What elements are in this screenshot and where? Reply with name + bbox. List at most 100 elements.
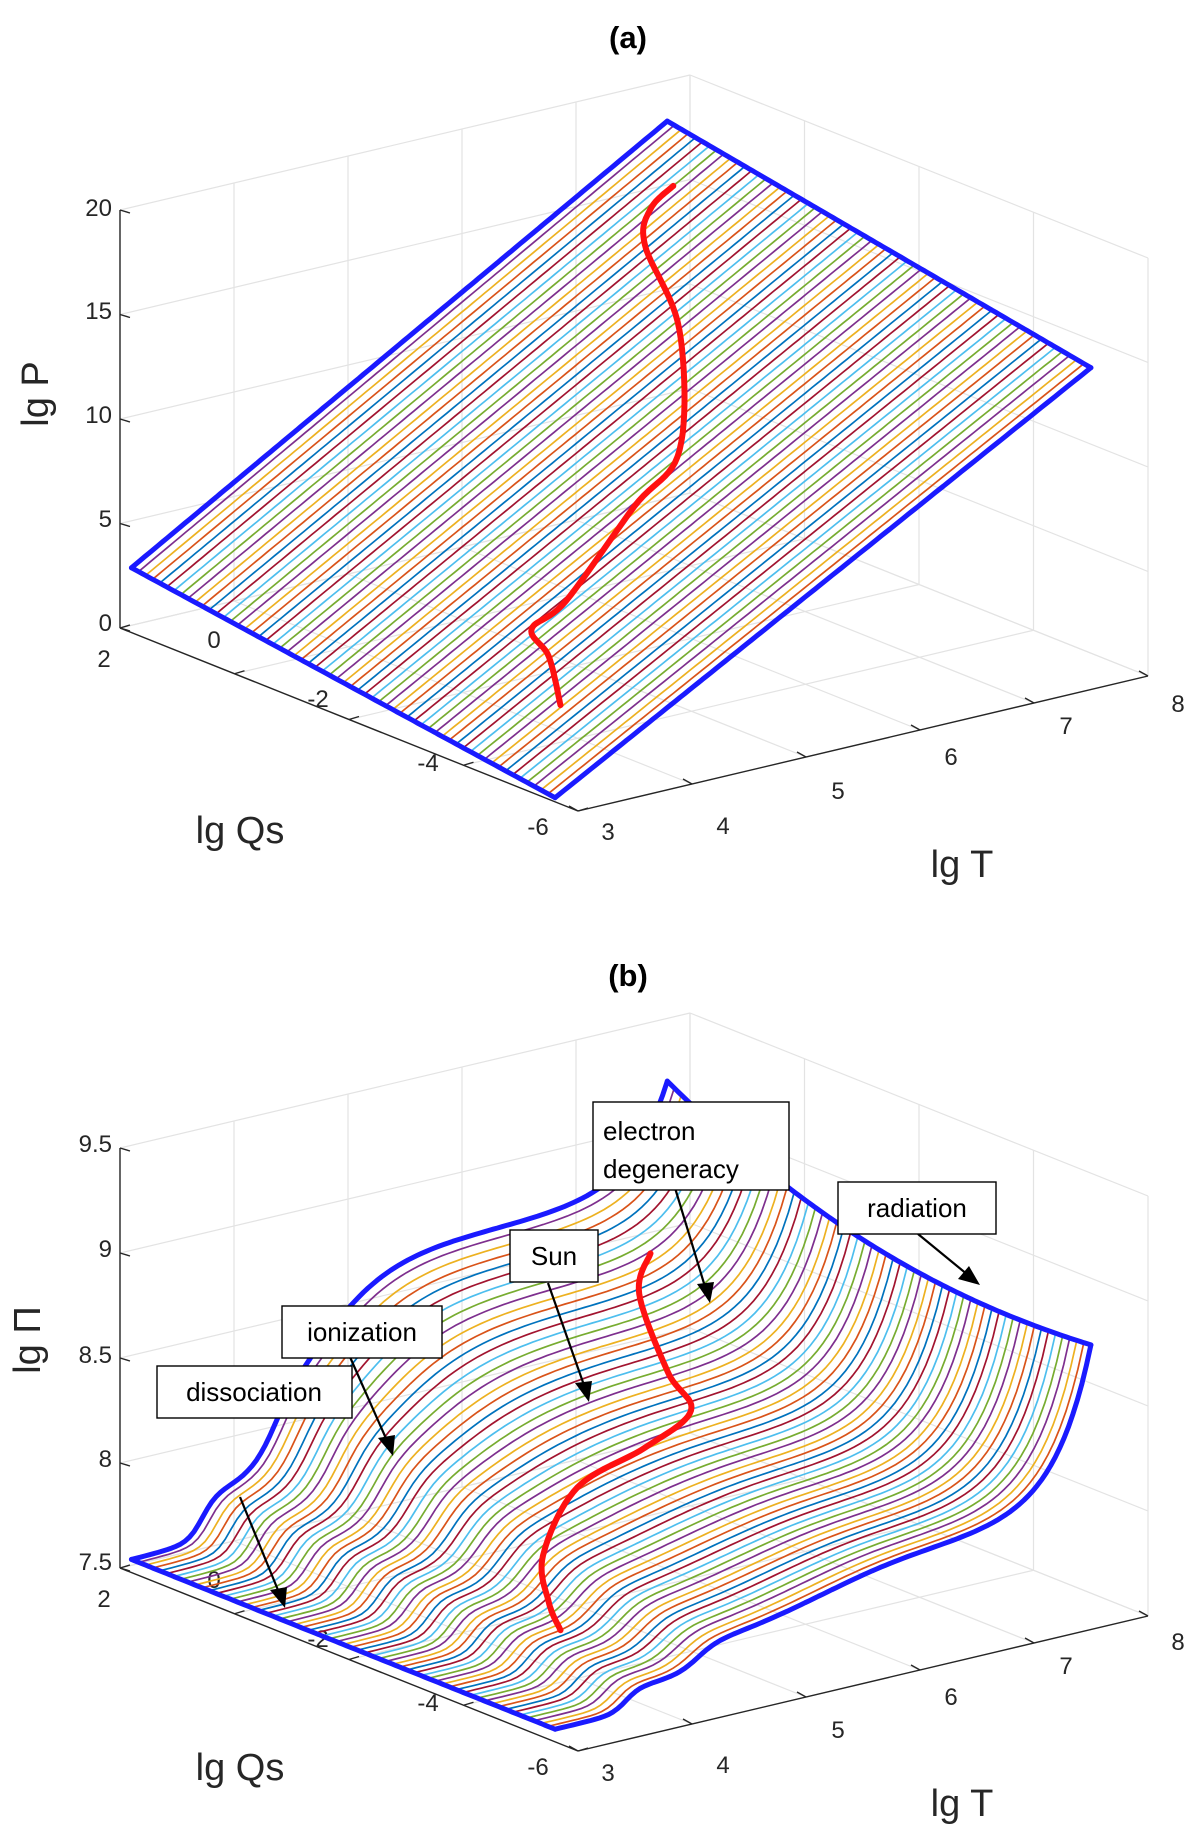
a-surface-line-50 [201,161,739,607]
b-surface-line-16 [441,1301,979,1685]
a-t-tick-0 [568,805,579,812]
b-grid-floor-q-12 [463,1569,1034,1706]
b-xaxis-label: lg T [931,1783,994,1825]
ionization-arrow [348,1356,390,1444]
b-yaxis-label: lg Qs [196,1747,285,1789]
b-surface-line-43 [251,1186,789,1609]
a-surface-line-33 [321,231,859,672]
a-t-tick-3 [910,724,921,731]
a-surface-line-45 [236,182,774,626]
a-surface-line-12 [469,317,1007,753]
b-edge-qsmin [552,1342,1094,1732]
a-surface-line-56 [159,136,697,584]
a-grid-back-h-3 [119,178,691,316]
a-grid-floor-q-13 [348,583,920,721]
a-ztick-label-4: 20 [85,195,112,222]
sun-label: Sun [531,1241,577,1271]
b-grid-floor-q-15 [119,1432,691,1569]
a-ytick-label-3: 0 [207,627,220,654]
a-qs-tick-0 [577,807,589,812]
a-surface-line-8 [498,334,1035,768]
dissociation-label: dissociation [186,1377,322,1407]
ionization-label: ionization [307,1317,417,1347]
a-surface-line-28 [356,251,894,692]
b-surface-line-27 [364,1262,902,1654]
b-surface-line-6 [512,1330,1050,1714]
a-surface-line-37 [293,214,831,657]
a-surface-line-10 [483,325,1021,761]
a-surface-line-46 [229,178,767,623]
b-surface-line-33 [321,1236,859,1637]
a-grid-side-h-2 [689,283,1149,468]
b-ytick-label-1: -4 [417,1690,438,1717]
a-t-tick-5 [1138,670,1149,677]
a-xtick-label-4: 7 [1059,713,1072,740]
a-edge-tmax [664,118,1094,371]
b-surface-line-11 [477,1317,1015,1699]
a-surface-line-16 [441,301,979,738]
b-xtick-label-5: 8 [1171,1629,1184,1656]
b-ztick-label-2: 8.5 [79,1342,112,1369]
a-ytick-label-1: -4 [417,750,438,777]
b-xtick-label-0: 3 [601,1760,614,1787]
panel-a: (a) 0 5 10 15 20 -6 -4 -2 0 2 3 4 5 6 7 … [15,20,1185,886]
a-ztick-label-0: 0 [99,610,112,637]
panel-b-tick-marks [119,1147,1149,1752]
b-surface-line-34 [314,1231,852,1634]
b-xtick-label-4: 7 [1059,1653,1072,1680]
a-z-tick-0 [119,627,131,632]
a-grid-side-h-4 [689,74,1149,259]
a-z-tick-3 [119,313,131,319]
b-surface-line-32 [328,1240,866,1640]
a-surface-line-1 [547,362,1085,795]
a-surface-line-7 [505,338,1043,772]
electron-degeneracy-arrow [670,1177,708,1291]
b-t-tick-1 [682,1718,693,1725]
a-ztick-label-3: 15 [85,298,112,325]
dissociation-box [156,1365,353,1419]
b-surface-line-23 [392,1277,930,1666]
b-surface-line-39 [279,1207,817,1620]
a-surface-line-20 [413,284,951,722]
a-xtick-label-1: 4 [716,813,729,840]
radiation-box [837,1181,997,1235]
a-grid-floor-q-12 [463,629,1034,766]
a-surface-line-52 [187,153,725,600]
b-surface-line-10 [484,1319,1022,1702]
a-edge-qsmin [552,365,1094,801]
b-z-tick-4 [119,1147,131,1152]
a-qs-tick-1 [463,761,474,766]
b-surface-line-44 [244,1180,782,1606]
electron-label-line1: electron [603,1116,696,1146]
panel-a-title: (a) [609,20,647,55]
a-qs-tick-3 [234,670,245,675]
b-grid-back-h-4 [119,1012,691,1149]
a-surface-line-11 [476,321,1014,757]
a-surface-line-41 [265,198,802,642]
a-surface-line-21 [406,280,944,718]
b-ztick-label-1: 8 [99,1446,112,1473]
panel-b: (b) 7.5 8 8.5 9 9.5 -6 -4 -2 0 2 3 4 5 6… [7,958,1185,1825]
panel-a-sun-track [528,182,688,709]
a-surface-line-58 [145,128,682,577]
b-surface-line-40 [272,1202,810,1617]
a-ytick-label-0: -6 [527,814,548,841]
b-surface-line-48 [215,1158,753,1595]
b-surface-line-37 [293,1217,831,1626]
electron-degeneracy-arrowhead [697,1282,714,1303]
b-surface-line-2 [540,1340,1078,1725]
a-surface-line-40 [272,202,810,646]
a-z-tick-2 [119,418,131,423]
a-t-tick-2 [796,751,807,758]
a-surface-line-57 [152,132,689,580]
a-surface-line-31 [335,239,873,680]
a-surface-line-39 [279,206,817,649]
a-surface-line-26 [370,260,908,699]
b-surface-line-22 [399,1281,937,1668]
a-ztick-label-1: 5 [99,506,112,533]
a-surface-line-25 [378,264,915,703]
b-qs-tick-4 [119,1564,131,1569]
a-surface-line-9 [491,330,1028,764]
a-qs-tick-2 [348,715,360,721]
